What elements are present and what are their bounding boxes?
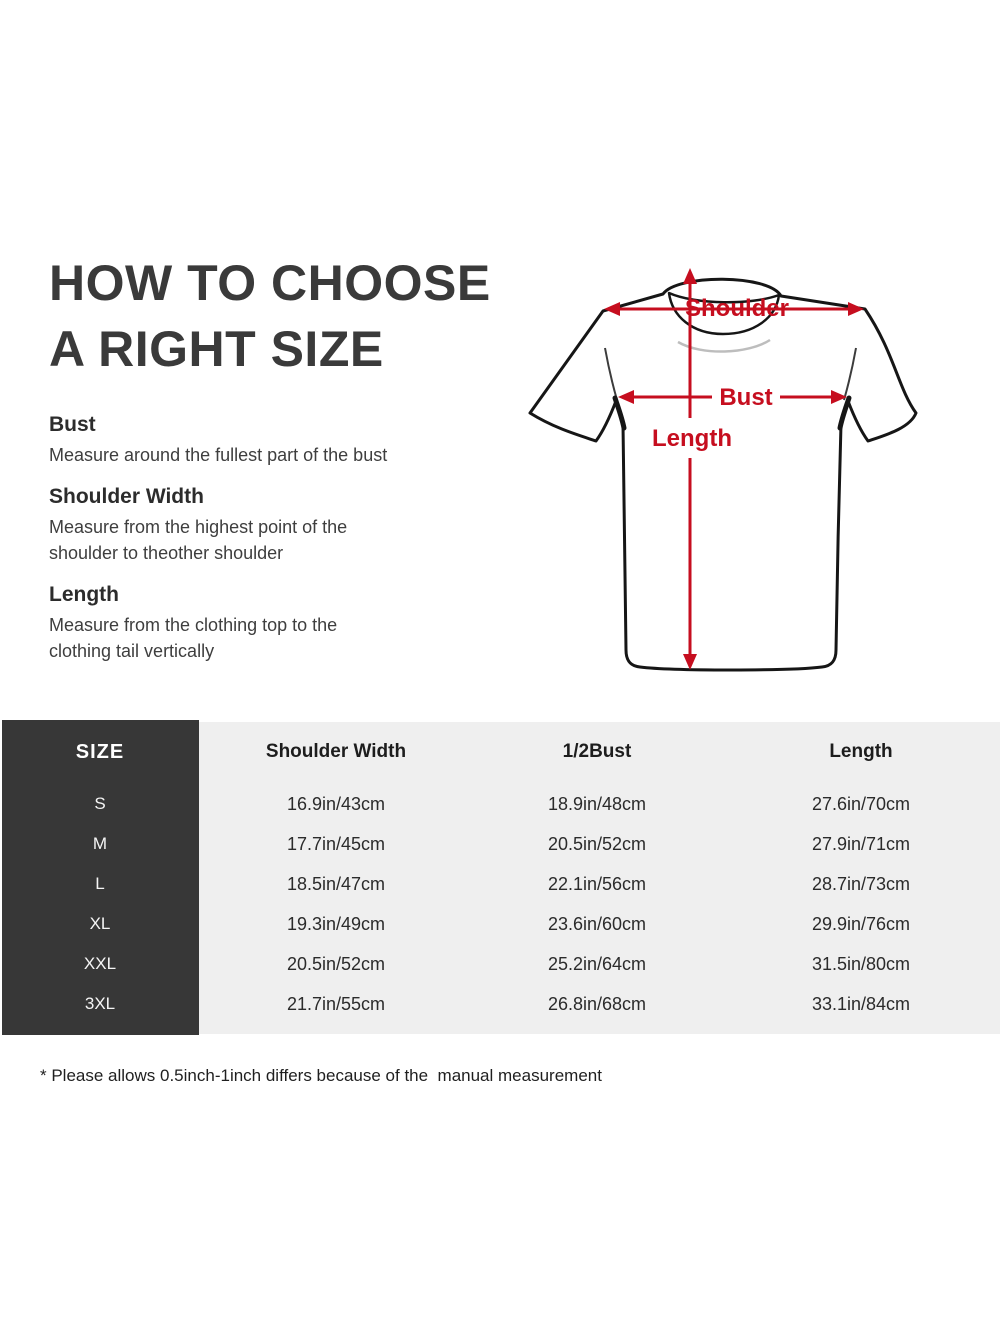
half-bust-cell: 23.6in/60cm xyxy=(547,913,647,934)
size-cell: L xyxy=(95,874,105,893)
guide-shoulder-text-line1: Measure from the highest point of the xyxy=(49,517,348,537)
length-cell: 27.9in/71cm xyxy=(811,833,911,854)
table-header-half-bust: 1/2Bust xyxy=(562,741,632,762)
guide-length-text-line2: clothing tail vertically xyxy=(49,641,215,661)
size-column-background xyxy=(2,720,199,1035)
guide-shoulder-text-line2: shoulder to theother shoulder xyxy=(49,543,284,563)
length-cell: 28.7in/73cm xyxy=(811,873,911,894)
guide-bust-heading: Bust xyxy=(49,413,96,436)
guide-bust-text: Measure around the fullest part of the b… xyxy=(49,445,388,465)
length-cell: 33.1in/84cm xyxy=(811,993,911,1014)
page-title-line1: HOW TO CHOOSE xyxy=(49,255,491,311)
half-bust-cell: 18.9in/48cm xyxy=(547,793,647,814)
size-table: SIZE Shoulder Width 1/2Bust Length S 16.… xyxy=(0,720,1000,1035)
table-header-shoulder-width: Shoulder Width xyxy=(265,741,407,762)
left-armpit-accent xyxy=(612,395,627,431)
bust-arrow xyxy=(618,390,847,404)
size-table-grid: SIZE Shoulder Width 1/2Bust Length S 16.… xyxy=(0,720,1000,1024)
half-bust-cell: 20.5in/52cm xyxy=(547,833,647,854)
size-cell: S xyxy=(94,794,106,813)
page-title-line2: A RIGHT SIZE xyxy=(49,321,384,377)
table-background xyxy=(199,722,1000,1034)
length-cell: 27.6in/70cm xyxy=(811,793,911,814)
shoulder-width-cell: 18.5in/47cm xyxy=(286,873,386,894)
guide-shoulder: Shoulder Width Measure from the highest … xyxy=(49,484,509,566)
length-cell: 31.5in/80cm xyxy=(811,953,911,974)
tshirt-outline-icon xyxy=(528,277,918,672)
guide-length-heading: Length xyxy=(49,583,119,606)
shoulder-width-cell: 16.9in/43cm xyxy=(286,793,386,814)
length-arrow-label: Length xyxy=(652,425,732,452)
shoulder-arrow-label: Shoulder xyxy=(685,295,789,322)
half-bust-cell: 25.2in/64cm xyxy=(547,953,647,974)
shoulder-arrow xyxy=(604,302,864,316)
size-cell: 3XL xyxy=(84,994,116,1013)
half-bust-cell: 22.1in/56cm xyxy=(547,873,647,894)
length-arrow xyxy=(683,268,697,670)
measurement-disclaimer: * Please allows 0.5inch-1inch differs be… xyxy=(40,1066,602,1085)
shoulder-width-cell: 20.5in/52cm xyxy=(286,953,386,974)
guide-bust: Bust Measure around the fullest part of … xyxy=(49,412,509,468)
measurement-guide: Bust Measure around the fullest part of … xyxy=(49,412,509,664)
size-cell: XL xyxy=(89,914,111,933)
guide-shoulder-heading: Shoulder Width xyxy=(49,485,204,508)
shoulder-width-cell: 17.7in/45cm xyxy=(286,833,386,854)
length-cell: 29.9in/76cm xyxy=(811,913,911,934)
right-armpit-accent xyxy=(837,395,852,431)
size-cell: M xyxy=(92,834,108,853)
collar-icon xyxy=(667,291,781,336)
guide-length-text-line1: Measure from the clothing top to the xyxy=(49,615,338,635)
shoulder-width-cell: 21.7in/55cm xyxy=(286,993,386,1014)
tshirt-measurement-diagram: Shoulder Bust Length xyxy=(512,252,932,677)
shoulder-width-cell: 19.3in/49cm xyxy=(286,913,386,934)
table-header-size: SIZE xyxy=(75,740,125,763)
collar-shadow xyxy=(677,338,771,353)
guide-length: Length Measure from the clothing top to … xyxy=(49,582,509,664)
page-title: HOW TO CHOOSE A RIGHT SIZE xyxy=(49,250,491,382)
table-header-length: Length xyxy=(829,741,893,762)
half-bust-cell: 26.8in/68cm xyxy=(547,993,647,1014)
size-cell: XXL xyxy=(83,954,117,973)
bust-arrow-label: Bust xyxy=(719,384,772,411)
